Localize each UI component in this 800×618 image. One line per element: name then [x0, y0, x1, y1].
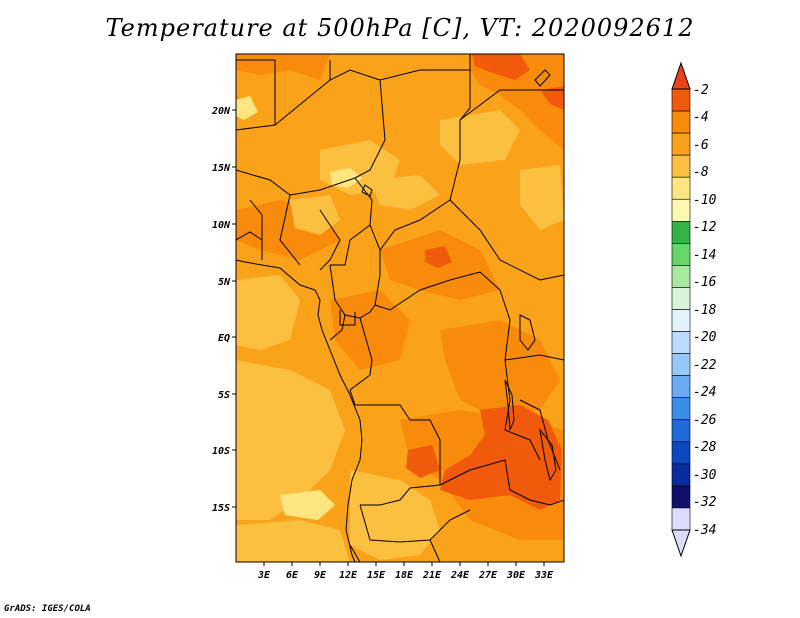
colorbar-label: -16	[693, 275, 717, 290]
lat-label: 15S	[212, 503, 230, 514]
coastline	[236, 69, 557, 562]
colorbar-swatch	[671, 485, 691, 509]
lat-label: 5N	[218, 277, 231, 288]
colorbar-bottom-arrow	[671, 529, 691, 558]
colorbar-label: -8	[693, 165, 709, 180]
colorbar-swatches	[671, 88, 691, 531]
lat-label: 10N	[212, 220, 231, 231]
map-frame	[235, 53, 565, 563]
colorbar-swatch	[671, 353, 691, 376]
colorbar-label: -32	[693, 495, 717, 510]
lon-label: 15E	[367, 570, 386, 581]
colorbar-label: -14	[693, 248, 716, 263]
latitude-axis: 20N 15N 10N 5N EQ 5S 10S 15S	[211, 106, 236, 514]
colorbar-swatch	[671, 441, 691, 465]
temperature-field	[236, 54, 564, 562]
colorbar-label: -12	[693, 220, 717, 235]
colorbar-label: -6	[693, 138, 709, 153]
colorbar-label: -20	[693, 330, 717, 345]
colorbar-swatch	[671, 397, 691, 421]
field-angola-cool	[350, 470, 440, 560]
colorbar-label: -34	[693, 523, 716, 538]
map-title: Temperature at 500hPa [C], VT: 202009261…	[105, 14, 695, 42]
colorbar-label: -18	[693, 303, 717, 318]
lon-label: 9E	[314, 570, 327, 581]
colorbar-top-arrow	[671, 61, 691, 90]
field-ne-warm	[470, 54, 564, 150]
field-coolest-north	[330, 168, 362, 188]
lake-tanganyika	[504, 379, 515, 431]
field-hot-central	[425, 246, 452, 268]
colorbar: -2 -4 -6 -8 -10 -12 -14 -16 -18 -20 -22 …	[671, 61, 717, 558]
colorbar-swatch	[671, 375, 691, 398]
colorbar-label: -26	[693, 413, 717, 428]
lat-label: 5S	[218, 390, 230, 401]
lake-victoria	[519, 314, 536, 351]
field-atlantic-cool	[236, 360, 345, 520]
lat-label: 20N	[211, 106, 231, 117]
colorbar-label: -4	[693, 110, 709, 125]
colorbar-swatch	[671, 243, 691, 266]
colorbar-swatch	[671, 110, 691, 134]
field-coolest-south	[280, 490, 335, 520]
grads-credit: GrADS: IGES/COLA	[4, 604, 91, 614]
lon-label: 33E	[534, 570, 554, 581]
field-east-warm	[440, 320, 560, 420]
lon-label: 21E	[422, 570, 442, 581]
colorbar-swatch	[671, 265, 691, 288]
colorbar-swatch	[671, 221, 691, 244]
lat-label: 10S	[212, 446, 230, 457]
colorbar-swatch	[671, 154, 691, 178]
lon-label: 24E	[450, 570, 470, 581]
lat-label: 15N	[212, 163, 231, 174]
colorbar-swatch	[671, 331, 691, 354]
colorbar-swatch	[671, 132, 691, 156]
colorbar-label: -30	[693, 468, 717, 483]
colorbar-swatch	[671, 309, 691, 332]
colorbar-label: -10	[693, 193, 717, 208]
colorbar-swatch	[671, 176, 691, 200]
colorbar-label: -24	[693, 385, 716, 400]
lon-label: 30E	[506, 570, 526, 581]
colorbar-swatch	[671, 88, 691, 112]
colorbar-swatch	[671, 463, 691, 487]
field-hot-ne	[472, 54, 530, 80]
lon-label: 27E	[478, 570, 498, 581]
longitude-axis: 3E 6E 9E 12E 15E 18E 21E 24E 27E 30E 33E	[257, 562, 554, 581]
lon-label: 3E	[257, 570, 271, 581]
field-gulf-cool	[236, 275, 300, 350]
colorbar-swatch	[671, 507, 691, 531]
colorbar-swatch	[671, 198, 691, 222]
lat-label: EQ	[218, 333, 230, 344]
colorbar-label: -2	[693, 83, 709, 98]
lon-label: 6E	[286, 570, 299, 581]
colorbar-label: -22	[693, 358, 717, 373]
lon-label: 18E	[395, 570, 414, 581]
country-borders	[236, 54, 564, 562]
colorbar-swatch	[671, 287, 691, 310]
colorbar-label: -28	[693, 440, 717, 455]
lake-malawi	[539, 428, 557, 482]
border-morocco-algeria	[236, 59, 276, 131]
field-hot-se	[440, 405, 562, 510]
lon-label: 12E	[339, 570, 358, 581]
colorbar-swatch	[671, 419, 691, 443]
coastline-atlantic	[236, 259, 363, 562]
